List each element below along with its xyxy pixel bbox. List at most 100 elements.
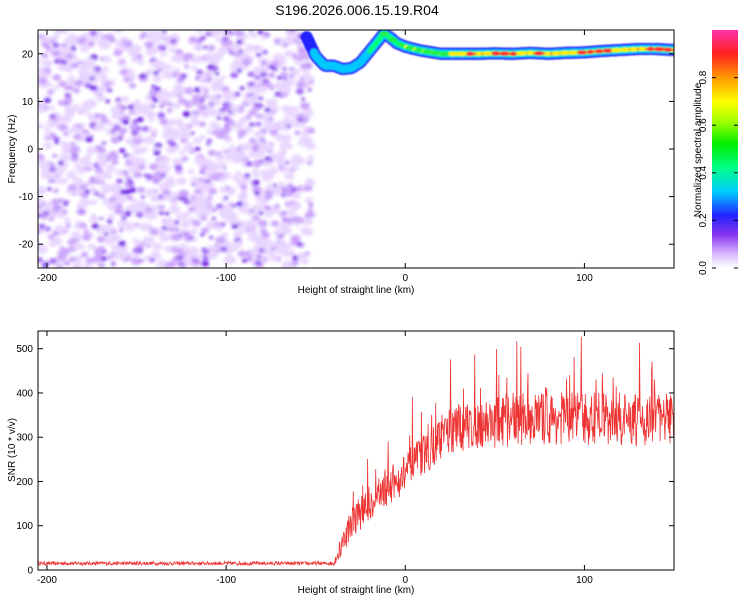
noise-cell: [165, 91, 175, 99]
noise-cell: [221, 40, 229, 47]
noise-cell: [174, 164, 183, 171]
noise-cell: [164, 182, 171, 187]
noise-cell: [190, 176, 197, 182]
noise-cell: [132, 137, 143, 145]
noise-cell: [216, 116, 222, 120]
noise-cell: [150, 95, 157, 100]
noise-cell: [270, 220, 279, 227]
noise-cell: [58, 80, 67, 87]
noise-cell: [201, 260, 210, 267]
noise-cell: [77, 167, 87, 175]
y-tick-label: 200: [16, 477, 33, 488]
noise-cell: [302, 68, 310, 74]
noise-cell: [110, 106, 121, 115]
noise-cell: [290, 163, 300, 171]
noise-cell: [79, 198, 91, 207]
spectrogram-y-label: Frequency (Hz): [7, 115, 18, 184]
noise-cell: [129, 142, 137, 148]
noise-cell: [113, 184, 123, 191]
noise-cell: [164, 234, 172, 240]
noise-cell: [304, 178, 316, 187]
noise-cell: [44, 126, 52, 132]
noise-cell: [142, 213, 149, 218]
noise-cell: [47, 89, 55, 95]
noise-cell: [178, 150, 185, 156]
noise-cell: [281, 126, 289, 132]
noise-cell: [38, 59, 42, 64]
noise-cell: [170, 233, 181, 242]
noise-cell: [197, 160, 206, 167]
noise-cell: [252, 179, 260, 186]
noise-cell: [223, 116, 230, 122]
noise-cell: [262, 256, 269, 261]
noise-cell: [200, 233, 205, 237]
noise-cell: [229, 124, 237, 130]
noise-cell: [137, 200, 145, 206]
noise-cell: [205, 179, 211, 184]
x-tick-label: 0: [402, 575, 408, 586]
noise-cell: [302, 116, 310, 122]
noise-cell: [150, 104, 156, 109]
noise-cell: [115, 169, 124, 176]
noise-cell: [281, 85, 292, 94]
noise-cell: [267, 250, 275, 255]
noise-cell: [201, 227, 210, 234]
noise-cell: [57, 100, 65, 106]
noise-cell: [130, 258, 137, 263]
noise-cell: [59, 30, 69, 35]
noise-cell: [199, 35, 207, 41]
noise-cell: [158, 194, 164, 200]
noise-cell: [261, 231, 271, 239]
noise-cell: [172, 67, 181, 74]
noise-cell: [38, 257, 43, 263]
y-tick-label: 300: [16, 433, 33, 444]
noise-cell: [207, 94, 218, 103]
noise-cell: [218, 46, 229, 55]
noise-cell: [299, 102, 310, 110]
noise-cell: [111, 159, 119, 165]
noise-cell: [191, 65, 198, 71]
colorbar-tick-label: 0.4: [698, 165, 709, 179]
noise-cell: [176, 121, 185, 128]
noise-cell: [51, 153, 58, 158]
noise-cell: [215, 72, 220, 76]
noise-cell: [59, 140, 68, 147]
noise-cell: [95, 180, 101, 185]
noise-cell: [258, 248, 265, 253]
noise-cell: [159, 45, 167, 51]
noise-cell: [256, 254, 262, 259]
x-tick-label: 100: [576, 273, 593, 284]
noise-cell: [284, 142, 293, 150]
noise-cell: [105, 164, 116, 173]
noise-cell: [95, 172, 106, 180]
noise-cell: [85, 98, 97, 108]
noise-cell: [222, 127, 231, 134]
noise-cell: [247, 235, 254, 241]
noise-cell: [79, 222, 88, 229]
noise-cell: [42, 261, 50, 267]
noise-cell: [183, 236, 191, 242]
noise-cell: [79, 44, 90, 53]
noise-cell: [166, 108, 173, 113]
noise-cell: [120, 211, 127, 216]
noise-cell: [301, 73, 313, 83]
ridge-blob: [422, 49, 432, 54]
snr-x-ticks: -200 -100 0 100: [37, 331, 593, 586]
noise-cell: [118, 127, 128, 134]
noise-cell: [129, 204, 141, 213]
noise-cell: [178, 261, 185, 266]
noise-cell: [220, 75, 227, 81]
noise-cell: [207, 70, 216, 77]
noise-cell: [49, 166, 56, 172]
noise-cell: [216, 203, 223, 209]
noise-cell: [99, 217, 104, 220]
y-tick-label: -10: [19, 192, 34, 203]
noise-cell: [153, 150, 161, 156]
noise-cell: [292, 216, 302, 223]
noise-cell: [274, 133, 285, 142]
noise-cell: [252, 172, 260, 178]
noise-cell: [290, 234, 301, 243]
noise-cell: [286, 50, 295, 57]
noise-cell: [70, 125, 81, 133]
noise-cell: [193, 38, 200, 43]
